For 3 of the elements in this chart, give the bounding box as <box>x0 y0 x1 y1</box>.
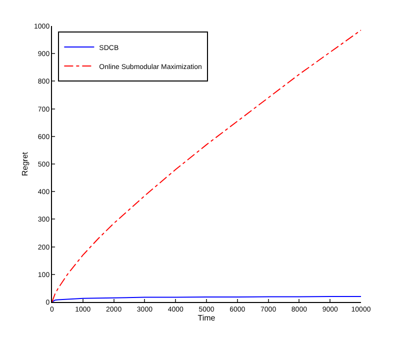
line-series <box>52 30 361 302</box>
y-axis-title: Regret <box>20 151 30 176</box>
x-axis-title: Time <box>198 314 216 322</box>
